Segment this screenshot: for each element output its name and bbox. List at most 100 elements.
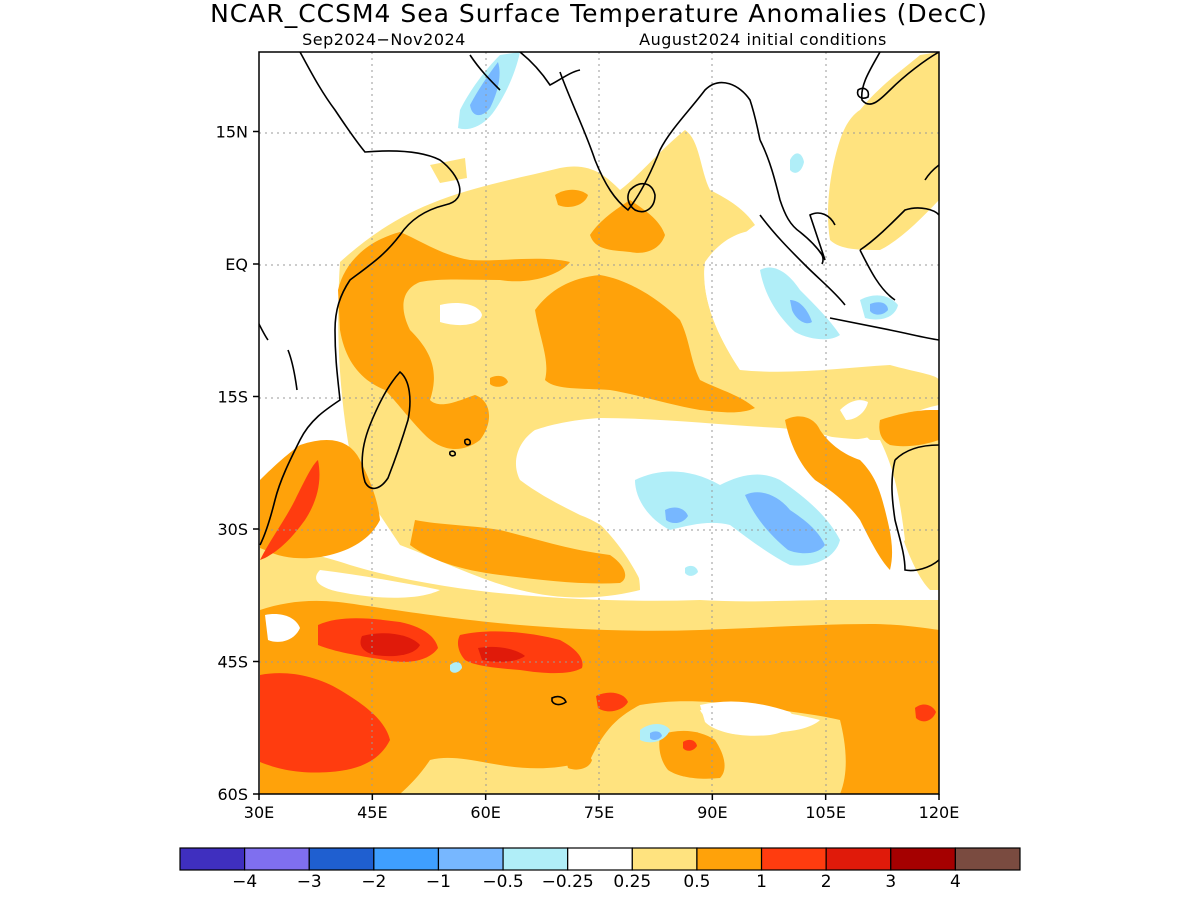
coastlines <box>259 52 939 706</box>
coast-arabia-north <box>469 54 501 91</box>
coast-rift-lake <box>287 349 298 391</box>
lon-tick-label: 120E <box>919 803 960 822</box>
colorbar-swatch <box>567 847 633 871</box>
coast-indochina <box>759 139 836 261</box>
colorbar-swatch <box>631 847 698 871</box>
colorbar-swatch <box>696 847 763 871</box>
anomaly-region-south-speck <box>490 375 508 387</box>
colorbar-label: 0.5 <box>683 872 710 892</box>
coast-kerguelen <box>551 695 567 706</box>
colorbar-swatch <box>437 847 504 871</box>
colorbar-legend: −4 −3 −2 −1 −0.5 −0.25 0.25 0.5 1 2 3 4 <box>179 847 1021 892</box>
anomaly-region-mozambique-east <box>410 520 626 584</box>
anomaly-region-australia-northwest <box>879 410 939 447</box>
colorbar-label: −2 <box>361 872 386 892</box>
coast-mauritius <box>464 438 471 446</box>
graticule <box>259 52 939 794</box>
lon-tick-label: 75E <box>584 803 614 822</box>
lon-tick-label: 60E <box>470 803 500 822</box>
colorbar-label: −0.5 <box>482 872 523 892</box>
warm-core-south-central <box>478 646 525 662</box>
lon-tick-label: 30E <box>244 803 274 822</box>
neutral-region-southern-band <box>316 570 440 598</box>
warm-region-south-speck-3 <box>683 739 697 751</box>
colorbar-label: −0.25 <box>542 872 594 892</box>
anomaly-region-india-coast <box>590 200 665 253</box>
anomaly-region-arabian-sea-east <box>555 189 588 207</box>
coast-philippines <box>924 164 939 181</box>
colorbar-label: 4 <box>950 872 961 892</box>
colorbar-swatch <box>502 847 569 871</box>
anomaly-region-australia-west <box>785 416 893 570</box>
neutral-region-east <box>840 400 868 420</box>
colorbar-swatch <box>890 847 956 871</box>
neutral-region-south-hole <box>265 614 300 642</box>
neutral-region-south-mid-hole <box>700 701 794 736</box>
colorbar-label: 1 <box>756 872 767 892</box>
lon-tick-label: 45E <box>357 803 387 822</box>
anomaly-region-arabian-sea-north <box>430 158 467 183</box>
coast-sumatra <box>759 214 846 306</box>
coast-somalia-horn <box>259 322 269 341</box>
figure-title: NCAR_CCSM4 Sea Surface Temperature Anoma… <box>210 0 988 28</box>
colorbar-swatch <box>760 847 827 871</box>
warm-region-south-central-band <box>457 631 583 674</box>
lon-tick-label: 90E <box>697 803 727 822</box>
colorbar-swatch <box>954 847 1021 871</box>
neutral-region-west <box>440 303 482 326</box>
cold-region-crozet <box>450 662 462 673</box>
cold-region-south-speck-core <box>650 731 662 741</box>
cold-region-red-sea-core <box>470 62 500 116</box>
coast-andaman <box>819 251 824 265</box>
anomaly-region-western-equatorial <box>338 232 570 450</box>
coast-borneo <box>859 207 939 301</box>
colorbar-swatch <box>308 847 375 871</box>
colorbar-label: −3 <box>297 872 322 892</box>
warm-region-southwest-large <box>260 673 390 773</box>
cold-region-java-core <box>870 302 888 315</box>
lat-tick-label: 30S <box>217 520 248 539</box>
cold-region-andaman <box>790 153 804 173</box>
coast-sri-lanka <box>627 182 656 213</box>
cold-region-south-core-2 <box>665 507 688 524</box>
coast-china <box>860 52 939 105</box>
cold-region-sumatra-core <box>790 300 812 324</box>
coast-australia <box>891 444 939 572</box>
cold-region-speck-2 <box>685 565 698 576</box>
warm-region-south-speck <box>596 692 628 712</box>
coast-reunion <box>449 450 456 457</box>
warm-region-agulhas <box>260 460 320 560</box>
forecast-period-label: Sep2024−Nov2024 <box>302 30 466 49</box>
colorbar-swatch <box>825 847 892 871</box>
coast-india <box>559 71 761 212</box>
colorbar-swatch <box>179 847 246 871</box>
lat-tick-label: 60S <box>217 785 248 804</box>
coast-arabian-gulf <box>519 52 581 87</box>
anomaly-region-mid-basin <box>790 415 939 590</box>
initial-conditions-label: August2024 initial conditions <box>639 30 887 49</box>
anomaly-map <box>259 52 939 794</box>
cold-region-south-core <box>745 492 825 554</box>
lat-tick-label: EQ <box>225 255 248 274</box>
anomaly-region-south-small <box>565 752 592 770</box>
colorbar-swatch <box>244 847 310 871</box>
coast-hainan <box>856 87 870 99</box>
coast-java <box>829 317 939 341</box>
longitude-axis: 30E 45E 60E 75E 90E 105E 120E <box>244 794 960 822</box>
anomaly-region-central-equatorial <box>535 275 755 413</box>
lat-tick-label: 15N <box>216 123 248 142</box>
colorbar-label: 2 <box>821 872 832 892</box>
lat-tick-label: 15S <box>217 388 248 407</box>
lat-tick-label: 45S <box>217 653 248 672</box>
anomaly-region-south-central <box>659 730 725 779</box>
latitude-axis: 15N EQ 15S 30S 45S 60S <box>216 123 259 804</box>
warm-core-southwest <box>360 633 420 657</box>
anomaly-region-south-china-sea <box>828 52 939 250</box>
colorbar-label: 3 <box>885 872 896 892</box>
colorbar-label: 0.25 <box>613 872 651 892</box>
colorbar-swatch <box>373 847 440 871</box>
coast-madagascar <box>361 370 411 490</box>
colorbar-label: −4 <box>232 872 257 892</box>
lon-tick-label: 105E <box>805 803 846 822</box>
